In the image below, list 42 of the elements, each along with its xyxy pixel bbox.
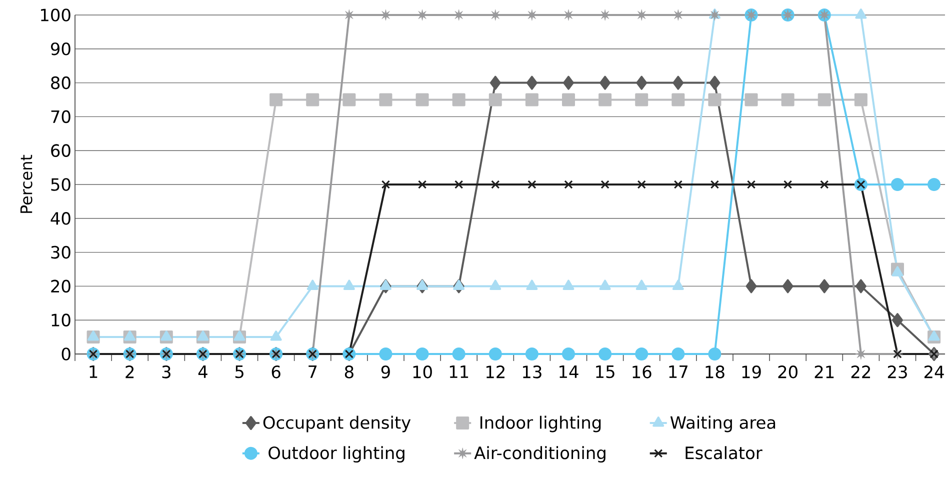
y-tick-label: 50 xyxy=(51,178,70,191)
y-tick-label: 20 xyxy=(51,280,70,293)
y-tick-label: 10 xyxy=(52,314,70,326)
x-tick-label: 16 xyxy=(632,366,652,378)
y-tick-label: 100 xyxy=(41,8,70,22)
x-tick-label: 19 xyxy=(742,366,761,378)
x-tick-label: 9 xyxy=(381,366,390,378)
legend-label: Air-conditioning xyxy=(474,446,606,463)
x-tick-label: 14 xyxy=(560,366,578,378)
y-tick-label: 40 xyxy=(50,212,70,225)
x-tick-label: 6 xyxy=(272,366,280,378)
x-tick-label: 17 xyxy=(669,366,688,378)
x-tick-label: 5 xyxy=(235,366,244,378)
legend-label: Escalator xyxy=(686,446,762,460)
y-tick-label: 0 xyxy=(62,348,70,360)
x-tick-label: 1 xyxy=(90,366,98,378)
x-tick-label: 23 xyxy=(888,366,907,378)
x-tick-label: 4 xyxy=(198,366,208,378)
x-tick-label: 3 xyxy=(162,366,170,378)
x-tick-label: 22 xyxy=(851,366,870,378)
x-tick-label: 2 xyxy=(126,366,134,378)
x-tick-label: 12 xyxy=(486,366,504,378)
legend-label: Outdoor lighting xyxy=(268,446,404,463)
y-tick-label: 30 xyxy=(51,246,70,259)
y-tick-label: 80 xyxy=(51,76,70,90)
legend-label: Waiting area xyxy=(670,416,776,432)
x-tick-label: 8 xyxy=(344,366,354,378)
x-tick-label: 7 xyxy=(308,366,317,378)
x-tick-label: 21 xyxy=(814,366,834,378)
y-axis-title: Percent xyxy=(20,154,32,213)
x-tick-label: 15 xyxy=(596,366,614,378)
y-tick-label: 60 xyxy=(51,144,70,157)
x-tick-label: 24 xyxy=(924,366,944,378)
x-tick-label: 18 xyxy=(706,366,724,378)
x-tick-label: 20 xyxy=(778,366,798,378)
x-tick-label: 10 xyxy=(413,366,432,378)
y-tick-label: 70 xyxy=(51,110,70,124)
y-tick-label: 90 xyxy=(50,42,70,56)
x-tick-label: 11 xyxy=(450,366,468,378)
legend-label: Occupant density xyxy=(263,416,411,432)
x-tick-label: 13 xyxy=(523,366,542,378)
legend-label: Indoor lighting xyxy=(480,416,601,432)
